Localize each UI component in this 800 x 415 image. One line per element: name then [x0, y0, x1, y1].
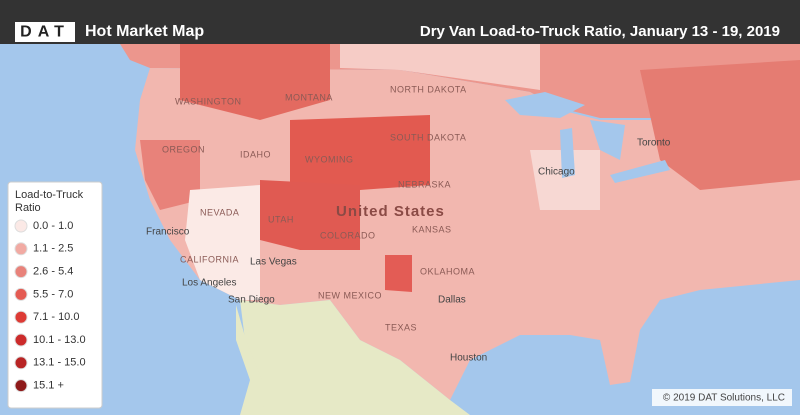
- legend-title: Load-to-Truck Ratio: [15, 189, 86, 214]
- logo-box: [15, 22, 75, 42]
- map-label: NEW MEXICO: [318, 290, 382, 300]
- legend-swatch: [14, 242, 28, 256]
- map-label: KANSAS: [412, 224, 452, 234]
- map-label: COLORADO: [320, 230, 376, 240]
- map-label: NEBRASKA: [398, 179, 451, 189]
- legend-label: 0.0 - 1.0: [33, 220, 73, 232]
- logo: DAT: [20, 24, 70, 41]
- city-label: San Diego: [228, 295, 275, 306]
- canada-central: [340, 44, 540, 90]
- lake: [505, 92, 585, 118]
- city-label: Chicago: [538, 167, 575, 178]
- map-label: UTAH: [268, 214, 294, 224]
- map-label: WYOMING: [305, 154, 354, 164]
- map-label: IDAHO: [240, 149, 271, 159]
- legend-title-line: Load-to-Truck: [15, 189, 84, 201]
- copyright-bg: [652, 389, 792, 406]
- city-label: Toronto: [637, 138, 671, 149]
- legend-swatch: [14, 333, 28, 347]
- legend-title-line: Ratio: [15, 202, 41, 214]
- city-label: Dallas: [438, 295, 466, 306]
- country-label: United States: [336, 203, 445, 220]
- legend-box: [7, 181, 103, 409]
- city-label: Las Vegas: [250, 257, 297, 268]
- region-dark: [290, 115, 430, 190]
- map-label: CALIFORNIA: [180, 254, 239, 264]
- map-title: Dry Van Load-to-Truck Ratio, January 13 …: [420, 23, 780, 40]
- legend-swatch: [14, 287, 28, 301]
- region-dark: [180, 44, 330, 120]
- region-pale: [530, 150, 600, 210]
- region-dark: [640, 60, 800, 190]
- region-dark: [260, 180, 360, 250]
- lake: [590, 120, 625, 160]
- baja: [236, 305, 280, 415]
- map-label: NORTH DAKOTA: [390, 84, 467, 94]
- legend-label: 5.5 - 7.0: [33, 288, 73, 300]
- legend-label: 13.1 - 15.0: [33, 357, 86, 369]
- region-pale: [185, 185, 260, 300]
- legend-label: 10.1 - 13.0: [33, 334, 86, 346]
- header-bar: [0, 0, 800, 44]
- legend-label: 2.6 - 5.4: [33, 266, 73, 278]
- city-label: Los Angeles: [182, 278, 237, 289]
- legend-swatch: [14, 310, 28, 324]
- legend-swatch: [14, 265, 28, 279]
- legend-swatch: [14, 356, 28, 370]
- map-label: OREGON: [162, 144, 205, 154]
- legend-label: 7.1 - 10.0: [33, 311, 79, 323]
- map-label: WASHINGTON: [175, 96, 242, 106]
- legend-swatch: [14, 219, 28, 233]
- map-label: SOUTH DAKOTA: [390, 132, 466, 142]
- mexico: [240, 300, 470, 415]
- map-label: NEVADA: [200, 207, 239, 217]
- app-title: Hot Market Map: [85, 23, 204, 40]
- map-label: OKLAHOMA: [420, 266, 475, 276]
- copyright: © 2019 DAT Solutions, LLC: [663, 393, 785, 404]
- region-dark: [385, 255, 412, 292]
- legend: Load-to-Truck Ratio 0.0 - 1.0 1.1 - 2.5 2.…: [7, 181, 103, 409]
- legend-swatch: [14, 379, 28, 393]
- map-labels: WASHINGTON OREGON IDAHO MONTANA NORTH DA…: [146, 84, 671, 363]
- map-label: TEXAS: [385, 322, 417, 332]
- legend-label: 1.1 - 2.5: [33, 243, 73, 255]
- lake: [610, 160, 670, 183]
- city-label: Francisco: [146, 227, 190, 238]
- legend-label: 15.1 +: [33, 380, 64, 392]
- city-label: Houston: [450, 353, 487, 364]
- region-mid: [140, 140, 200, 210]
- lake: [560, 128, 575, 178]
- map-label: MONTANA: [285, 92, 333, 102]
